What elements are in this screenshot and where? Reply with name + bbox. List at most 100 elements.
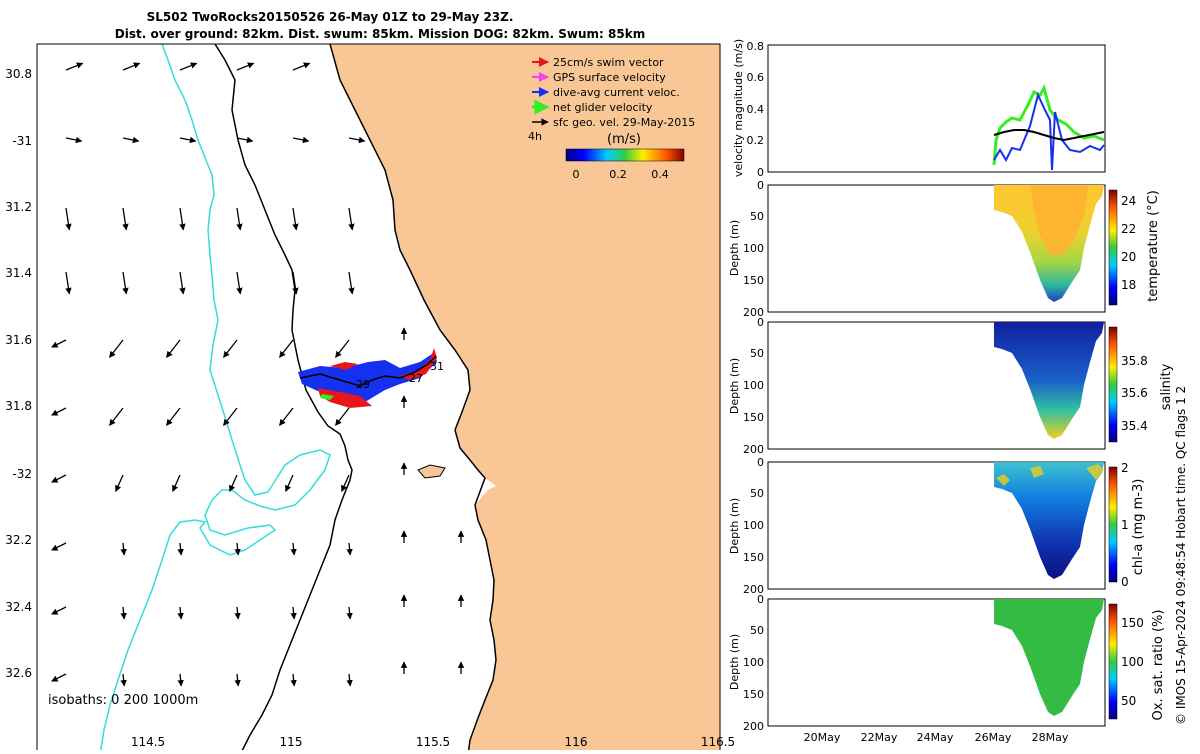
geo-velocity-arrow xyxy=(165,407,181,426)
isobath-200m xyxy=(214,44,353,754)
legend-label-dive-avg: dive-avg current veloc. xyxy=(553,86,680,99)
depth-tick: 0 xyxy=(757,593,764,606)
geo-velocity-arrow xyxy=(278,407,294,426)
map-legend: 25cm/s swim vector GPS surface velocity … xyxy=(528,56,695,181)
velocity-panel: 0.8 0.6 0.4 0.2 0 velocity magnitude (m/… xyxy=(732,39,1106,179)
salinity-cbar-tick: 35.6 xyxy=(1121,386,1148,400)
depth-tick: 200 xyxy=(743,443,764,456)
geo-velocity-arrow xyxy=(122,62,141,71)
series-sfc-geo-velocity xyxy=(993,129,1105,142)
glider-track: 29 27 31 xyxy=(298,348,444,408)
oxygen-cbar-tick: 100 xyxy=(1121,655,1144,669)
map-x-ticks: 114.5 115 115.5 116 116.5 xyxy=(131,735,735,749)
depth-tick: 200 xyxy=(743,583,764,596)
geo-velocity-arrow xyxy=(51,407,67,416)
geo-velocity-arrow xyxy=(51,339,67,348)
temperature-warm-core xyxy=(1030,186,1088,255)
map-xtick-label: 115.5 xyxy=(416,735,450,749)
velocity-ytick: 0.2 xyxy=(747,134,765,147)
depth-tick: 150 xyxy=(743,551,764,564)
legend-label-gps: GPS surface velocity xyxy=(553,71,666,84)
geo-velocity-arrow xyxy=(236,136,254,144)
oxygen-cbar-tick: 50 xyxy=(1121,694,1136,708)
map-xtick-label: 116.5 xyxy=(701,735,735,749)
map-ytick-label: 32.6 xyxy=(5,666,32,680)
map-xtick-label: 114.5 xyxy=(131,735,165,749)
geo-velocity-arrow xyxy=(222,339,238,358)
geo-velocity-arrow xyxy=(65,271,72,295)
figure-title: SL502 TwoRocks20150526 26-May 01Z to 29-… xyxy=(147,10,514,24)
temperature-cbar-label: temperature (°C) xyxy=(1146,190,1161,302)
velocity-ytick: 0.6 xyxy=(747,71,765,84)
glider-track-line xyxy=(299,355,437,387)
map-xtick-label: 116 xyxy=(565,735,588,749)
time-tick: 20May xyxy=(804,731,841,744)
geo-velocity-arrow xyxy=(278,339,294,358)
geo-velocity-arrow xyxy=(290,673,297,687)
geostrophic-vector-field xyxy=(51,62,465,687)
geo-velocity-arrow xyxy=(236,207,243,231)
geo-velocity-arrow xyxy=(115,474,124,492)
geo-velocity-arrow xyxy=(292,62,311,71)
geo-velocity-arrow xyxy=(120,606,127,620)
legend-label-swim: 25cm/s swim vector xyxy=(553,56,664,69)
geo-velocity-arrow xyxy=(65,136,83,144)
track-label-29: 29 xyxy=(356,378,370,391)
chla-section xyxy=(994,462,1104,579)
swim-vector-swath xyxy=(318,348,437,408)
geo-velocity-arrow xyxy=(234,673,241,687)
time-tick: 22May xyxy=(861,731,898,744)
geo-velocity-arrow xyxy=(236,62,255,71)
series-dive-avg-current xyxy=(993,92,1105,171)
depth-label: Depth (m) xyxy=(728,498,741,554)
geo-velocity-arrow xyxy=(122,136,140,144)
temperature-cbar-tick: 22 xyxy=(1121,222,1136,236)
geo-velocity-arrow xyxy=(346,542,353,556)
colorbar-units: (m/s) xyxy=(607,132,641,147)
depth-tick: 50 xyxy=(750,487,764,500)
geo-velocity-arrow xyxy=(179,62,198,71)
geo-velocity-arrow xyxy=(292,136,310,144)
geo-velocity-arrow xyxy=(122,271,129,295)
legend-note: 4h xyxy=(528,130,542,143)
temperature-colorbar xyxy=(1108,189,1118,306)
map-ytick-label: 32.4 xyxy=(5,600,32,614)
map-xtick-label: 115 xyxy=(280,735,303,749)
geo-velocity-arrow xyxy=(122,207,129,231)
chla-cbar-label: chl-a (mg m-3) xyxy=(1131,479,1146,576)
geo-velocity-arrow xyxy=(120,542,127,556)
geo-velocity-arrow xyxy=(234,606,241,620)
time-axis: 20May 22May 24May 26May 28May xyxy=(804,731,1069,744)
depth-tick: 50 xyxy=(750,624,764,637)
geo-velocity-arrow xyxy=(348,271,355,295)
series-net-glider-velocity xyxy=(992,84,1105,166)
geo-velocity-arrow xyxy=(222,407,238,426)
geo-velocity-arrow xyxy=(120,673,127,687)
depth-tick: 150 xyxy=(743,274,764,287)
depth-tick: 200 xyxy=(743,306,764,319)
geo-velocity-arrow xyxy=(51,606,67,615)
net-velocity-swath xyxy=(320,394,334,400)
dive-avg-velocity-swath xyxy=(298,352,437,402)
geo-velocity-arrow xyxy=(290,542,297,556)
geo-velocity-arrow xyxy=(51,542,67,551)
oxygen-cbar-tick: 150 xyxy=(1121,616,1144,630)
map-ytick-label: 31.8 xyxy=(5,399,32,413)
salinity-cbar-label: salinity xyxy=(1159,363,1174,410)
depth-tick: 0 xyxy=(757,316,764,329)
geo-velocity-arrow xyxy=(177,606,184,620)
velocity-ytick: 0.4 xyxy=(747,103,765,116)
depth-tick: 100 xyxy=(743,519,764,532)
depth-tick: 100 xyxy=(743,656,764,669)
velocity-axes xyxy=(767,44,1106,173)
map-ytick-label: -31 xyxy=(12,134,32,148)
map-ytick-label: 31.6 xyxy=(5,333,32,347)
temperature-cbar-tick: 24 xyxy=(1121,194,1136,208)
island xyxy=(417,464,446,479)
salinity-panel: Depth (m) 0 50 100 150 200 35.8 35.6 35.… xyxy=(728,316,1174,456)
chla-cbar-tick: 2 xyxy=(1121,461,1129,475)
salinity-cbar-tick: 35.8 xyxy=(1121,354,1148,368)
isobath-1000m xyxy=(99,44,331,754)
chla-surface-patches xyxy=(996,464,1104,486)
